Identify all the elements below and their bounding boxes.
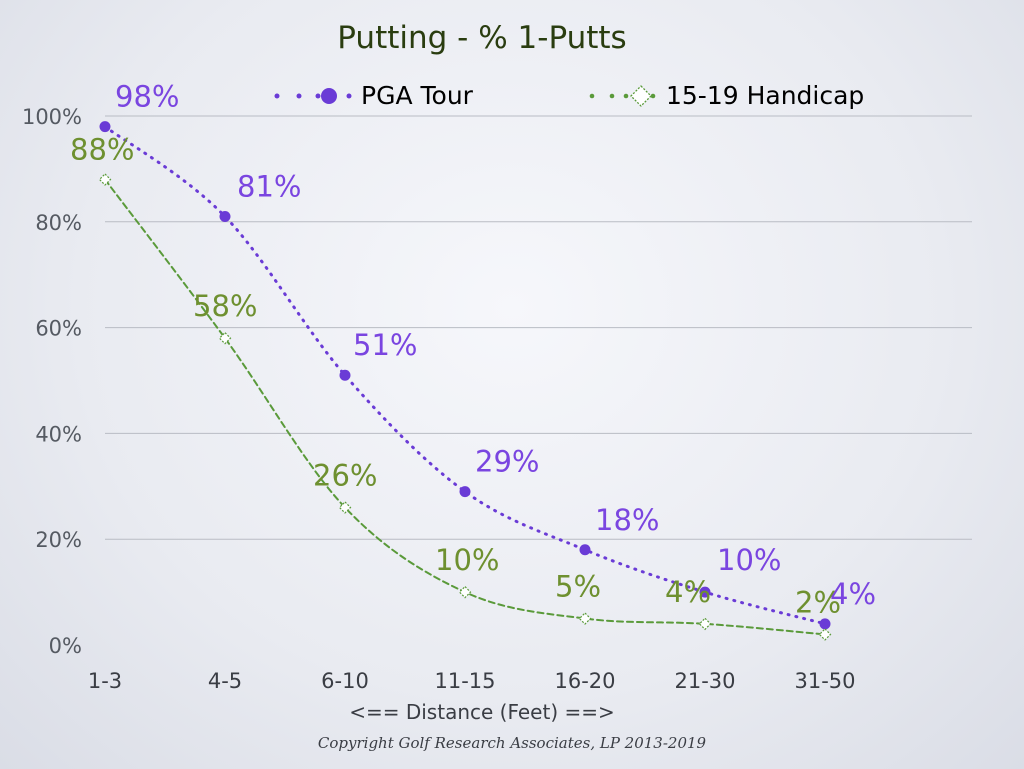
data-label: 29%	[475, 445, 539, 479]
y-tick-label: 100%	[22, 105, 82, 129]
y-tick-label: 20%	[35, 528, 82, 552]
y-axis-ticks: 0% 20% 40% 60% 80% 100%	[22, 105, 82, 658]
y-tick-label: 80%	[35, 211, 82, 235]
legend-dot	[346, 93, 352, 99]
data-label: 2%	[795, 585, 841, 619]
legend-item-pga-tour: PGA Tour	[274, 81, 474, 110]
data-point	[458, 585, 472, 599]
data-label: 18%	[595, 503, 659, 537]
x-tick-label: 31-50	[794, 669, 855, 693]
data-point	[698, 617, 712, 631]
data-point	[339, 369, 351, 381]
data-label: 4%	[665, 575, 711, 609]
data-label: 4%	[830, 577, 876, 611]
legend: PGA Tour 15-19 Handicap	[274, 81, 864, 110]
legend-dot	[296, 93, 302, 99]
data-labels: 98%81%51%29%18%10%4%88%58%26%10%5% 4% 2%	[70, 80, 876, 620]
data-point	[578, 612, 592, 625]
copyright-text: Copyright Golf Research Associates, LP 2…	[318, 734, 707, 752]
data-point	[218, 331, 232, 345]
x-axis-ticks: 1-3 4-5 6-10 11-15 16-20 21-30 31-50	[88, 669, 856, 693]
legend-dot	[274, 93, 280, 99]
y-tick-label: 60%	[35, 317, 82, 341]
data-label: 98%	[115, 80, 179, 114]
data-label: 81%	[237, 170, 301, 204]
legend-label-15-19-handicap: 15-19 Handicap	[666, 81, 864, 110]
x-tick-label: 16-20	[554, 669, 615, 693]
legend-dot	[650, 93, 656, 99]
legend-swatch-pga-tour	[274, 88, 352, 104]
data-point	[818, 628, 832, 641]
series-line	[104, 178, 826, 636]
data-point	[98, 173, 112, 186]
x-tick-label: 21-30	[674, 669, 735, 693]
x-tick-label: 6-10	[321, 669, 369, 693]
legend-dot	[623, 93, 629, 99]
data-label: 58%	[193, 289, 257, 323]
y-tick-label: 0%	[49, 634, 82, 658]
legend-marker	[630, 85, 652, 107]
legend-marker	[321, 88, 337, 104]
data-point	[699, 586, 711, 598]
legend-dot	[315, 93, 321, 99]
chart-title: Putting - % 1-Putts	[337, 20, 626, 56]
data-label: 10%	[717, 543, 781, 577]
series-markers	[98, 121, 832, 641]
legend-item-15-19-handicap: 15-19 Handicap	[589, 81, 864, 110]
grid-lines	[105, 115, 972, 540]
data-point	[338, 501, 352, 514]
x-axis-label: <== Distance (Feet) ==>	[349, 700, 615, 724]
data-label: 5%	[555, 570, 601, 604]
legend-dot	[609, 93, 615, 99]
data-label: 88%	[70, 132, 134, 166]
data-point	[219, 211, 231, 223]
data-point	[579, 544, 591, 556]
data-point	[819, 618, 831, 630]
data-label: 10%	[435, 543, 499, 577]
legend-dot	[589, 93, 595, 99]
legend-swatch-15-19-handicap	[589, 85, 656, 107]
data-point	[99, 121, 111, 133]
legend-label-pga-tour: PGA Tour	[361, 81, 474, 110]
y-tick-label: 40%	[35, 422, 82, 446]
x-tick-label: 11-15	[434, 669, 495, 693]
data-point	[459, 486, 471, 498]
x-tick-label: 4-5	[208, 669, 242, 693]
data-label: 51%	[353, 328, 417, 362]
x-tick-label: 1-3	[88, 669, 122, 693]
data-label: 26%	[313, 458, 377, 492]
